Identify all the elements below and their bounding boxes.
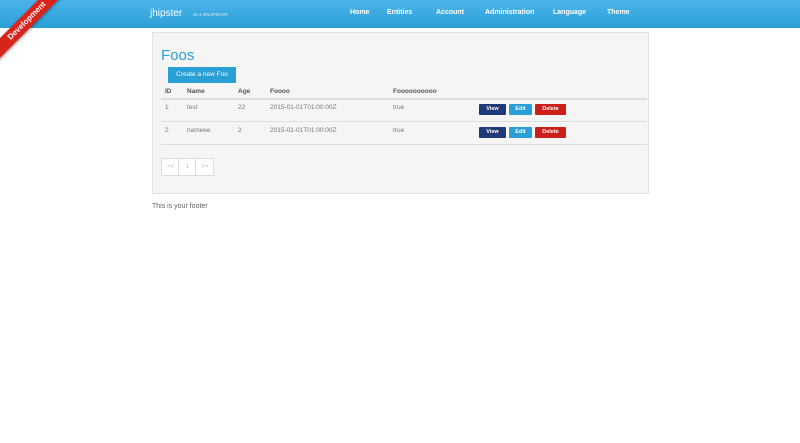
footer: This is your footer <box>152 203 208 210</box>
column-header: ID <box>165 88 172 95</box>
nav-item[interactable]: Language <box>553 9 587 16</box>
column-header: Age <box>238 88 251 95</box>
nav-item[interactable]: Administration <box>485 9 535 16</box>
create-button[interactable]: Create a new Foo <box>168 67 236 83</box>
table-rule <box>161 98 647 100</box>
table-cell: 1 <box>165 104 169 111</box>
table-cell: 2 <box>238 127 242 134</box>
table-cell: true <box>393 127 405 134</box>
action-button[interactable]: Edit <box>509 104 532 115</box>
content-panel <box>152 32 649 194</box>
action-button[interactable]: View <box>479 104 506 115</box>
nav-item[interactable]: Account <box>436 9 464 16</box>
table-cell: true <box>393 104 405 111</box>
brand[interactable]: jhipster <box>150 8 183 19</box>
column-header: Name <box>187 88 205 95</box>
pager-button[interactable]: >> <box>195 158 214 176</box>
nav-item[interactable]: Theme <box>607 9 630 16</box>
table-rule <box>161 144 647 145</box>
action-button[interactable]: Delete <box>535 104 566 115</box>
page-title: Foos <box>161 47 195 64</box>
column-header: Foooo <box>270 88 290 95</box>
table-cell: test <box>187 104 198 111</box>
action-button[interactable]: Edit <box>509 127 532 138</box>
nav-item[interactable]: Home <box>350 9 370 16</box>
table-cell: 22 <box>238 104 246 111</box>
action-button[interactable]: Delete <box>535 127 566 138</box>
nav-item[interactable]: Entities <box>387 9 413 16</box>
action-button[interactable]: View <box>479 127 506 138</box>
table-cell: 2015-01-01T01:00:00Z <box>270 104 337 111</box>
table-cell: nameee <box>187 127 211 134</box>
table-cell: 2 <box>165 127 169 134</box>
navbar <box>0 0 800 28</box>
table-cell: 2015-01-01T01:00:00Z <box>270 127 337 134</box>
column-header: Foooooooooo <box>393 88 437 95</box>
table-rule <box>161 121 647 122</box>
version: v0.1-SNAPSHOT <box>193 12 228 17</box>
